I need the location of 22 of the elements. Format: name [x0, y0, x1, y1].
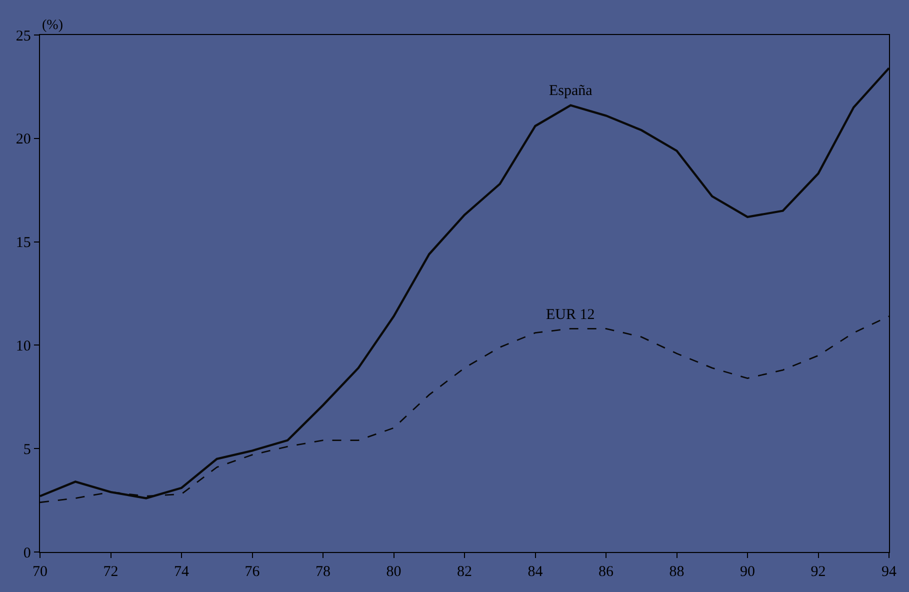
- x-tick-label: 82: [457, 564, 472, 580]
- y-tick-label: 20: [16, 132, 31, 148]
- y-axis-title: (%): [42, 18, 64, 33]
- x-tick-label: 90: [740, 564, 755, 580]
- x-tick-label: 80: [386, 564, 402, 580]
- x-tick-label: 88: [669, 564, 684, 580]
- x-tick-label: 92: [810, 564, 826, 580]
- x-tick-label: 72: [103, 564, 118, 580]
- y-tick-label: 10: [16, 338, 31, 354]
- series-label: EUR 12: [546, 307, 595, 323]
- x-tick-label: 78: [316, 564, 330, 580]
- y-tick-label: 5: [23, 442, 31, 458]
- x-tick-label: 86: [598, 564, 614, 580]
- y-tick-label: 0: [23, 545, 31, 562]
- x-tick-label: 76: [244, 564, 260, 580]
- x-tick-label: 94: [882, 564, 897, 580]
- y-tick-label: 15: [16, 235, 31, 252]
- series-label: España: [549, 83, 593, 99]
- x-tick-label: 84: [528, 564, 544, 580]
- y-tick-label: 25: [16, 28, 31, 44]
- x-tick-label: 74: [174, 564, 190, 580]
- x-tick-label: 70: [32, 564, 48, 580]
